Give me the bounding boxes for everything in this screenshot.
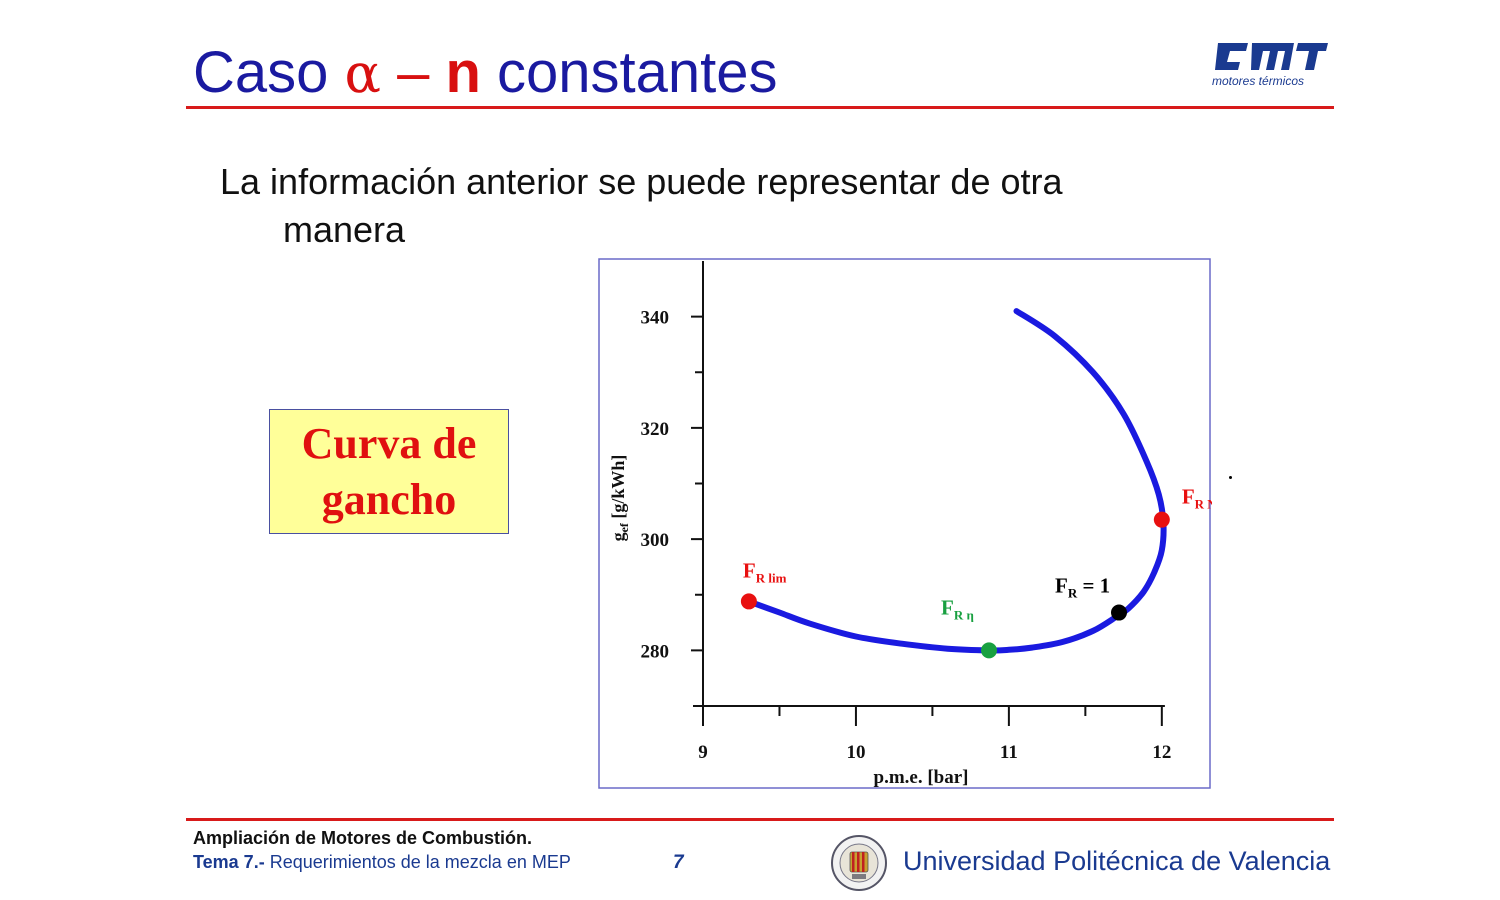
y-axis-label: gef [g/kWh] <box>608 455 631 542</box>
title-prefix: Caso <box>193 40 345 105</box>
x-axis-label: p.m.e. [bar] <box>874 767 969 788</box>
title-suffix: constantes <box>480 40 778 105</box>
chart-frame <box>598 258 1211 789</box>
university-seal-icon <box>831 835 887 891</box>
operating-point-marker <box>981 642 997 659</box>
operating-point-marker <box>740 593 757 610</box>
x-tick-label: 9 <box>698 742 708 763</box>
footer-topic: Tema 7.- Requerimientos de la mezcla en … <box>193 852 571 873</box>
body-text: La información anterior se puede represe… <box>220 158 1200 254</box>
footer-course: Ampliación de Motores de Combustión. <box>193 828 533 848</box>
top-divider <box>186 106 1334 109</box>
university-name: Universidad Politécnica de Valencia <box>903 846 1331 876</box>
slide-title: Caso α – n constantes <box>193 38 778 109</box>
chart-points: FR lim FR η FR = 1 FR N <box>740 485 1212 659</box>
operating-point-label: FR lim <box>743 558 787 585</box>
x-tick-label: 12 <box>1152 742 1171 763</box>
x-tick-label: 10 <box>846 742 865 763</box>
callout-line-2: gancho <box>321 474 457 524</box>
callout-box: Curva de gancho <box>269 409 509 534</box>
stray-dot <box>1229 476 1232 479</box>
callout-text: Curva de gancho <box>302 416 477 528</box>
logo-caption: motores térmicos <box>1212 74 1305 88</box>
body-line-2: manera <box>283 209 406 250</box>
body-line-1: La información anterior se puede represe… <box>220 161 1063 202</box>
cmt-logo <box>1215 43 1328 70</box>
y-tick-label: 320 <box>641 419 670 440</box>
y-tick-label: 280 <box>641 641 670 662</box>
operating-point-label: FR η <box>941 595 974 622</box>
y-axis-label-sub: ef <box>617 522 631 532</box>
title-dash: – <box>380 40 446 105</box>
footer-topic-text: Requerimientos de la mezcla en MEP <box>264 852 571 872</box>
bottom-divider <box>186 818 1334 821</box>
title-n: n <box>445 40 481 105</box>
footer-topic-prefix: Tema 7.- <box>193 852 265 872</box>
callout-line-1: Curva de <box>301 418 477 468</box>
operating-point-label: FR = 1 <box>1055 574 1110 601</box>
operating-point-marker <box>1111 604 1127 621</box>
y-tick-label: 300 <box>641 530 670 551</box>
y-axis-label-main: g <box>608 532 628 541</box>
x-tick-label: 11 <box>1000 742 1018 763</box>
operating-point-marker <box>1153 511 1170 528</box>
operating-point-label: FR N <box>1182 485 1212 512</box>
y-axis-label-unit: [g/kWh] <box>608 455 628 524</box>
chart-ticks: 9 10 11 12 280 300 320 340 <box>641 308 1172 763</box>
hook-curve-chart: 9 10 11 12 280 300 320 340 FR lim FR η FR = 1 FR N… <box>598 258 1212 789</box>
title-alpha: α <box>344 42 381 105</box>
y-tick-label: 340 <box>641 308 670 329</box>
page-number: 7 <box>673 852 684 873</box>
